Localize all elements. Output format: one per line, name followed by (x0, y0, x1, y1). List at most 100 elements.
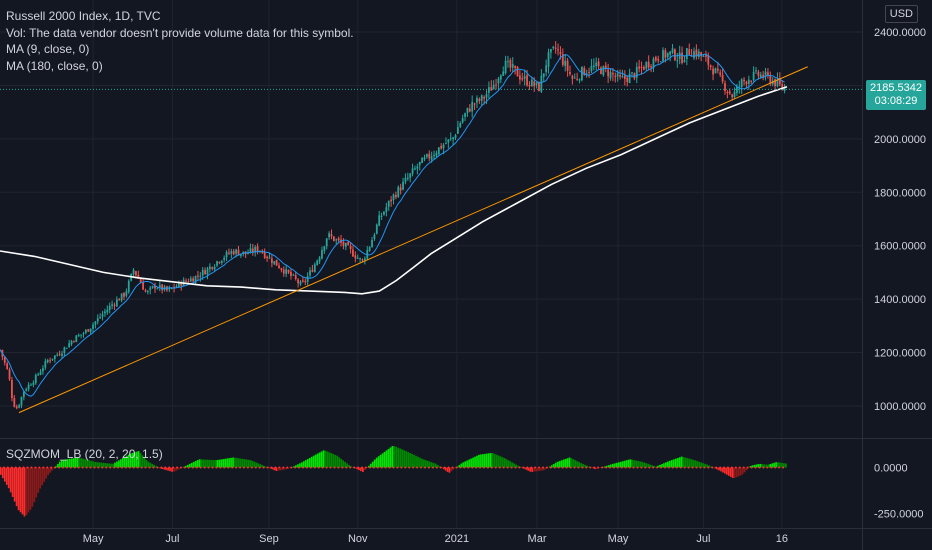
candle-body (571, 75, 574, 79)
squeeze-dot (254, 466, 257, 469)
indicator-bar (423, 459, 425, 468)
candle-body (774, 79, 776, 87)
indicator-bar (450, 467, 453, 472)
candle-body (454, 135, 457, 138)
candle-body (511, 64, 514, 68)
indicator-bar (682, 456, 685, 468)
indicator-bar (214, 460, 217, 468)
squeeze-dot (604, 466, 607, 469)
indicator-bar (43, 467, 46, 482)
squeeze-dot (483, 466, 486, 469)
ma-short-label[interactable]: MA (9, close, 0) (6, 42, 90, 56)
indicator-bar (436, 464, 439, 468)
indicator-bar (23, 467, 26, 517)
squeeze-dot (203, 466, 206, 469)
indicator-bar (676, 457, 679, 468)
squeeze-dot (349, 466, 352, 469)
squeeze-dot (180, 466, 183, 469)
candle-body (526, 75, 528, 86)
squeeze-dot (455, 466, 458, 469)
indicator-bar (586, 465, 589, 468)
indicator-bar (739, 467, 742, 476)
squeeze-dot (168, 466, 171, 469)
squeeze-dot (26, 466, 29, 469)
squeeze-dot (278, 466, 281, 469)
squeeze-dot (475, 466, 478, 469)
indicator-bar (308, 457, 311, 468)
indicator-bar (680, 456, 683, 468)
indicator-bar (509, 461, 512, 468)
candle-body (736, 86, 738, 93)
squeeze-dot (522, 466, 525, 469)
candle-body (509, 59, 512, 68)
indicator-bar (338, 457, 341, 468)
candle-body (53, 355, 56, 359)
candle-body (94, 321, 97, 325)
candle-body (323, 246, 326, 252)
squeeze-dot (416, 466, 419, 469)
indicator-bar (726, 467, 728, 475)
indicator-bar (7, 467, 10, 489)
symbol-title[interactable]: Russell 2000 Index, 1D, TVC (6, 9, 161, 23)
candle-body (681, 52, 683, 63)
candle-body (664, 50, 667, 58)
indicator-bar (523, 467, 526, 469)
candle-body (390, 199, 393, 202)
indicator-bar (704, 463, 707, 468)
squeeze-dot (597, 466, 600, 469)
candle-body (614, 75, 617, 77)
indicator-bar (210, 459, 213, 468)
candle-body (180, 282, 183, 287)
candle-body (640, 66, 643, 68)
candle-body (659, 61, 662, 63)
candle-body (349, 245, 352, 249)
ma-long-label[interactable]: MA (180, close, 0) (6, 58, 103, 73)
candle-body (554, 47, 557, 49)
squeeze-dot (707, 466, 710, 469)
indicator-bar (387, 448, 390, 468)
indicator-bar (722, 467, 724, 473)
indicator-bar (57, 463, 59, 468)
indicator-bar (409, 452, 411, 468)
indicator-bar (777, 462, 779, 468)
indicator-bar (737, 467, 740, 477)
candle-body (750, 80, 753, 82)
indicator-bar (216, 460, 219, 468)
squeeze-dot (463, 466, 466, 469)
candle-body (301, 280, 304, 282)
indicator-bar (505, 459, 508, 468)
candle-body (247, 253, 249, 255)
time-tick-label: May (83, 533, 104, 545)
candle-body (678, 52, 681, 59)
squeeze-dot (46, 466, 49, 469)
currency-button[interactable]: USD (884, 5, 918, 23)
indicator-bar (480, 454, 482, 468)
indicator-bar (11, 467, 14, 497)
squeeze-dot (357, 466, 360, 469)
indicator-bar (155, 466, 158, 468)
indicator-bar (88, 460, 91, 468)
indicator-bar (631, 459, 634, 468)
indicator-bar (641, 461, 644, 468)
indicator-bar (273, 467, 276, 471)
squeeze-dot (742, 466, 745, 469)
candle-body (716, 68, 719, 71)
candle-body (218, 262, 221, 264)
indicator-label[interactable]: SQZMOM_LB (20, 2, 20, 1.5) (6, 447, 163, 461)
candle-body (39, 371, 42, 375)
indicator-bar (259, 464, 262, 468)
indicator-bar (80, 458, 83, 468)
indicator-bar (175, 467, 177, 471)
candle-body (383, 211, 385, 215)
indicator-bar (123, 456, 126, 468)
squeeze-dot (506, 466, 509, 469)
indicator-bar (430, 462, 433, 468)
indicator-bar (495, 454, 498, 468)
squeeze-dot (553, 466, 556, 469)
indicator-bar (491, 453, 494, 468)
candle-body (120, 293, 123, 301)
candle-body (538, 82, 540, 91)
indicator-bar (424, 460, 427, 468)
candle-body (280, 268, 283, 270)
